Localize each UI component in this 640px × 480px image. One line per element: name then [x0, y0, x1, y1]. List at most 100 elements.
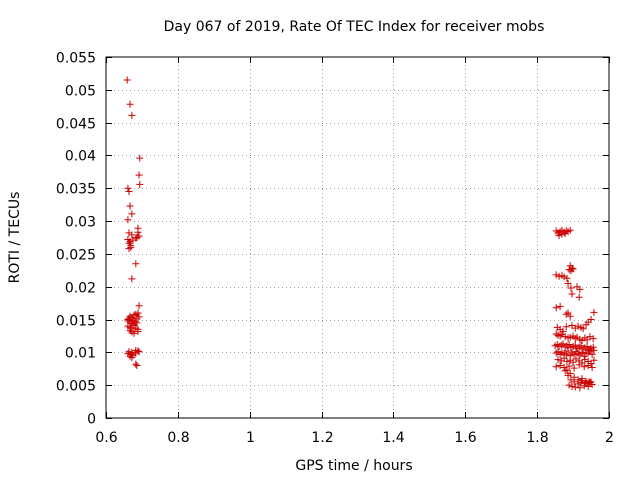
data-point	[130, 329, 138, 337]
data-point	[134, 228, 142, 236]
data-point	[128, 354, 136, 362]
data-point	[136, 154, 144, 162]
data-point	[134, 327, 142, 335]
data-point	[584, 361, 592, 369]
y-tick-labels: 0 0.005 0.01 0.015 0.02 0.025 0.03 0.035 0.04 0.0…	[56, 51, 96, 428]
data-point	[561, 343, 569, 351]
data-point	[571, 383, 579, 391]
x-tick-label: 0.6	[95, 430, 117, 446]
data-point	[128, 210, 136, 218]
data-point	[557, 341, 565, 349]
data-point	[578, 348, 586, 356]
data-point	[135, 171, 143, 179]
x-tick-label: 0.8	[167, 430, 189, 446]
data-point	[133, 361, 141, 369]
data-point	[123, 76, 131, 84]
data-points	[123, 76, 598, 392]
plot-frame	[105, 56, 610, 419]
data-point	[571, 341, 579, 349]
data-point	[126, 327, 134, 335]
y-tick-label: 0	[87, 412, 96, 428]
data-point	[563, 358, 571, 366]
data-point	[564, 371, 572, 379]
x-tick-labels: 0.6 0.8 1 1.2 1.4 1.6 1.8 2	[95, 430, 614, 446]
data-point	[552, 349, 560, 357]
grid-lines	[106, 57, 609, 418]
data-point	[126, 352, 134, 360]
data-point	[590, 356, 598, 364]
data-point	[568, 290, 576, 298]
data-point	[128, 111, 136, 119]
y-tick-label: 0.045	[56, 117, 96, 133]
data-point	[558, 230, 566, 238]
data-point	[132, 349, 140, 357]
data-point	[127, 243, 135, 251]
data-point	[566, 333, 574, 341]
data-point	[561, 230, 569, 238]
data-point	[132, 260, 140, 268]
data-point	[575, 293, 583, 301]
data-point	[564, 279, 572, 287]
y-tick-label: 0.025	[56, 248, 96, 264]
data-point	[565, 340, 573, 348]
data-point	[132, 360, 140, 368]
data-point	[555, 232, 563, 240]
data-point	[565, 266, 573, 274]
data-point	[588, 350, 596, 358]
y-tick-label: 0.01	[65, 346, 96, 362]
data-point	[585, 378, 593, 386]
data-point	[124, 184, 132, 192]
data-point	[567, 284, 575, 292]
y-tick-label: 0.05	[65, 84, 96, 100]
x-tick-label: 1.2	[311, 430, 333, 446]
x-tick-label: 1	[246, 430, 255, 446]
data-point	[587, 316, 595, 324]
data-point	[561, 333, 569, 341]
y-axis-title: ROTI / TECUs	[7, 192, 23, 284]
data-point	[556, 361, 564, 369]
data-point	[125, 245, 133, 253]
y-tick-label: 0.04	[65, 149, 96, 165]
data-point	[574, 350, 582, 358]
data-point	[581, 379, 589, 387]
data-point	[576, 285, 584, 293]
data-point	[588, 363, 596, 371]
data-point	[566, 226, 574, 234]
data-point	[124, 216, 132, 224]
data-point	[574, 322, 582, 330]
y-tick-label: 0.035	[56, 182, 96, 198]
data-point	[576, 384, 584, 392]
data-point	[128, 231, 136, 239]
x-tick-label: 2	[605, 430, 614, 446]
data-point	[580, 363, 588, 371]
data-point	[575, 343, 583, 351]
y-tick-label: 0.03	[65, 215, 96, 231]
data-point	[552, 304, 560, 312]
data-point	[552, 271, 560, 279]
data-point	[565, 362, 573, 370]
x-tick-label: 1.4	[382, 430, 404, 446]
y-tick-label: 0.005	[56, 379, 96, 395]
data-point	[570, 364, 578, 372]
x-axis-title: GPS time / hours	[295, 458, 412, 474]
data-point	[136, 180, 144, 188]
data-point	[560, 354, 568, 362]
data-point	[556, 332, 564, 340]
data-point	[128, 275, 136, 283]
y-tick-label: 0.015	[56, 314, 96, 330]
data-point	[135, 302, 143, 310]
data-point	[125, 188, 133, 196]
data-point	[563, 274, 571, 282]
data-point	[584, 382, 592, 390]
data-point	[554, 356, 562, 364]
y-tick-label: 0.055	[56, 51, 96, 67]
data-point	[579, 325, 587, 333]
data-point	[560, 273, 568, 281]
data-point	[555, 272, 563, 280]
data-point	[589, 335, 597, 343]
data-point	[126, 100, 134, 108]
data-point	[562, 310, 570, 318]
data-point	[559, 327, 567, 335]
data-point	[590, 346, 598, 354]
